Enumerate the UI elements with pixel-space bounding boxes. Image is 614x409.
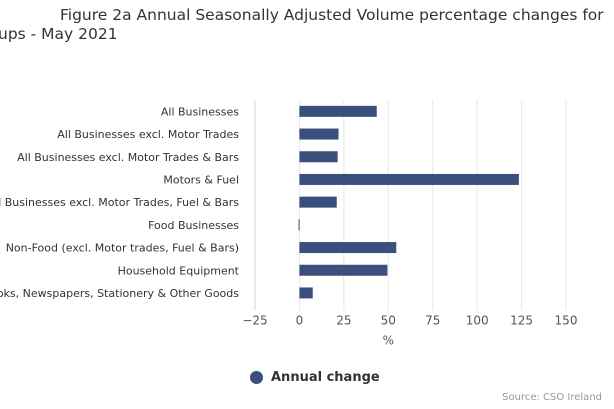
category-label: All Businesses xyxy=(161,105,239,118)
bar[interactable] xyxy=(299,196,337,208)
category-labels: All Businesses All Businesses excl. Motor… xyxy=(0,105,240,300)
x-tick-label: 125 xyxy=(510,313,533,327)
bars xyxy=(298,105,519,299)
x-tick-label: 75 xyxy=(425,313,440,327)
legend-marker xyxy=(250,371,263,384)
x-tick-label: 25 xyxy=(336,313,351,327)
bar[interactable] xyxy=(299,128,339,140)
bar[interactable] xyxy=(299,105,377,117)
x-tick-labels: −25 0 25 50 75 100 125 150 xyxy=(242,313,577,327)
bar[interactable] xyxy=(299,151,338,163)
bar[interactable] xyxy=(299,264,388,276)
x-tick-label: −25 xyxy=(242,313,267,327)
legend[interactable]: Annual change xyxy=(250,370,380,385)
source-credit: Source: CSO Ireland xyxy=(502,392,602,403)
bar[interactable] xyxy=(299,287,313,299)
category-label: Books, Newspapers, Stationery & Other Go… xyxy=(0,287,239,300)
category-label: Household Equipment xyxy=(118,264,240,277)
bar[interactable] xyxy=(299,173,519,185)
chart-title-line-1: Figure 2a Annual Seasonally Adjusted Vol… xyxy=(60,6,604,24)
category-label: All Businesses excl. Motor Trades & Bars xyxy=(17,151,239,164)
category-label: All Businesses excl. Motor Trades xyxy=(57,128,239,141)
category-label: Motors & Fuel xyxy=(163,173,239,186)
x-tick-label: 150 xyxy=(555,313,578,327)
x-tick-label: 50 xyxy=(381,313,396,327)
category-label: Food Businesses xyxy=(148,219,239,232)
chart-title-line-2: ups - May 2021 xyxy=(0,25,118,43)
legend-label: Annual change xyxy=(271,370,380,385)
category-label: All Businesses excl. Motor Trades, Fuel … xyxy=(0,196,239,209)
category-label: Non-Food (excl. Motor trades, Fuel & Bar… xyxy=(6,242,239,255)
x-tick-label: 100 xyxy=(466,313,489,327)
x-tick-label: 0 xyxy=(296,313,304,327)
bar[interactable] xyxy=(299,242,397,254)
bar[interactable] xyxy=(298,219,300,231)
x-axis-label: % xyxy=(383,333,394,347)
